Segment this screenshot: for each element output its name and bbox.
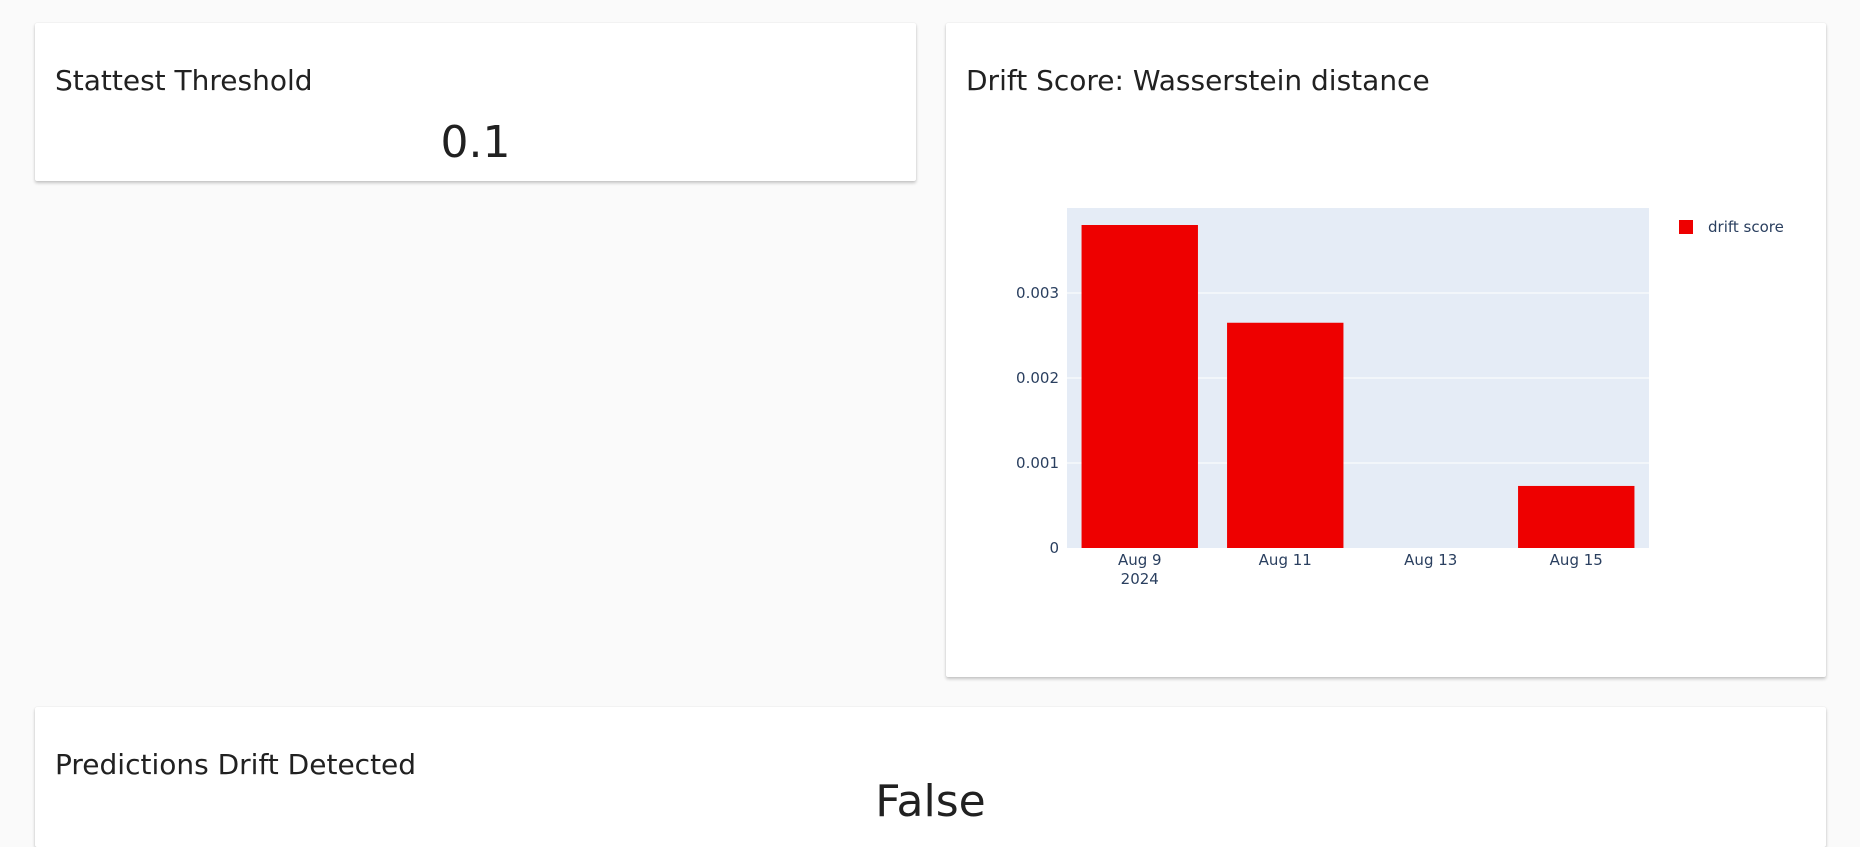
y-tick-label: 0.001 <box>1016 454 1059 472</box>
bar[interactable] <box>1518 485 1635 548</box>
x-tick-label: Aug 11 <box>1259 551 1312 569</box>
predictions-drift-detected-panel: Predictions Drift Detected False <box>35 707 1826 847</box>
x-tick-label: Aug 15 <box>1550 551 1603 569</box>
drift-score-panel: Drift Score: Wasserstein distance 0 0.001… <box>946 23 1826 677</box>
panel-title: Stattest Threshold <box>55 64 313 97</box>
threshold-value: 0.1 <box>440 117 511 168</box>
x-tick-label: Aug 13 <box>1404 551 1457 569</box>
bars <box>1081 225 1635 548</box>
y-tick-label: 0 <box>1049 539 1059 557</box>
panel-title: Drift Score: Wasserstein distance <box>966 64 1430 97</box>
stattest-threshold-panel: Stattest Threshold 0.1 <box>35 23 916 181</box>
bar[interactable] <box>1227 322 1344 548</box>
drift-score-chart: 0 0.001 0.002 0.003 Aug 9 Aug 11 Aug 13 Aug 15… <box>1016 208 1784 588</box>
drift-detected-value: False <box>875 776 986 827</box>
y-axis-ticks: 0 0.001 0.002 0.003 <box>1016 284 1059 557</box>
y-tick-label: 0.002 <box>1016 369 1059 387</box>
x-tick-year-label: 2024 <box>1121 570 1159 588</box>
x-tick-label: Aug 9 <box>1118 551 1162 569</box>
panel-title: Predictions Drift Detected <box>55 748 417 781</box>
legend-label[interactable]: drift score <box>1708 218 1784 236</box>
x-axis-ticks: Aug 9 Aug 11 Aug 13 Aug 15 2024 <box>1118 551 1603 588</box>
legend-swatch[interactable] <box>1679 220 1693 234</box>
y-tick-label: 0.003 <box>1016 284 1059 302</box>
legend[interactable]: drift score <box>1679 218 1784 236</box>
bar[interactable] <box>1081 225 1198 548</box>
